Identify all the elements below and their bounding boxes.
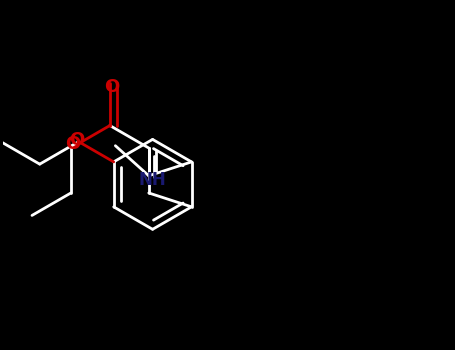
Text: O: O — [69, 131, 84, 149]
Text: NH: NH — [139, 171, 167, 189]
Text: O: O — [65, 135, 81, 153]
Text: O: O — [104, 78, 119, 96]
